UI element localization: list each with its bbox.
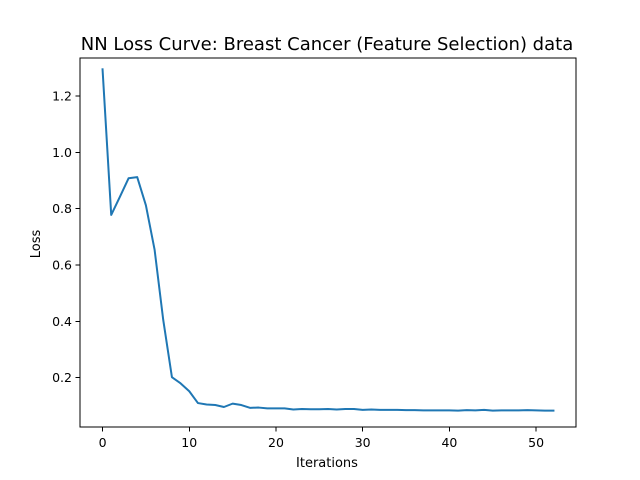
y-tick-label: 0.2 xyxy=(52,370,72,385)
x-tick-label: 10 xyxy=(181,435,197,450)
y-tick-label: 0.6 xyxy=(52,258,72,273)
y-tick-label: 0.4 xyxy=(52,314,72,329)
x-tick-label: 30 xyxy=(355,435,371,450)
y-tick-label: 1.0 xyxy=(52,145,72,160)
x-tick-label: 40 xyxy=(441,435,457,450)
x-tick-label: 0 xyxy=(99,435,107,450)
x-axis-ticks: 0 10 20 30 40 50 xyxy=(99,427,544,450)
y-axis-ticks: 0.2 0.4 0.6 0.8 1.0 1.2 xyxy=(52,89,80,385)
x-tick-label: 20 xyxy=(268,435,284,450)
y-tick-label: 1.2 xyxy=(52,89,72,104)
x-axis-label: Iterations xyxy=(296,456,358,471)
loss-curve-line xyxy=(101,68,555,412)
plot-area xyxy=(101,68,555,412)
x-tick-label: 50 xyxy=(528,435,544,450)
chart-title: NN Loss Curve: Breast Cancer (Feature Se… xyxy=(81,34,573,55)
plot-frame xyxy=(79,57,577,428)
y-tick-label: 0.8 xyxy=(52,201,72,216)
y-axis-label: Loss xyxy=(29,230,44,259)
